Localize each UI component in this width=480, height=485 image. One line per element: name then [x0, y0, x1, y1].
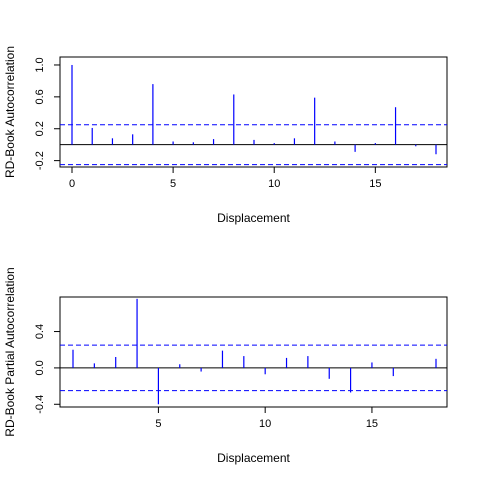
- acf-x-tick-label: 10: [268, 178, 280, 190]
- pacf-x-tick-label: 10: [259, 418, 271, 430]
- acf-y-tick-label: 0.6: [34, 89, 46, 104]
- pacf-x-axis-label: Displacement: [217, 451, 290, 465]
- acf-x-axis-label: Displacement: [217, 211, 290, 225]
- pacf-y-tick-label: 0.4: [34, 324, 46, 339]
- pacf-x-tick-label: 15: [366, 418, 378, 430]
- acf-y-tick-label: 0.2: [34, 121, 46, 136]
- pacf-y-tick-label: 0.0: [34, 360, 46, 375]
- pacf-x-tick-label: 5: [155, 418, 161, 430]
- acf-y-axis-label: RD-Book Autocorrelation: [3, 46, 17, 178]
- acf-y-tick-label: -0.2: [34, 151, 46, 170]
- pacf-y-axis-label: RD-Book Partial Autocorrelation: [3, 267, 17, 436]
- acf-x-tick-label: 15: [369, 178, 381, 190]
- acf-plot-frame: [59, 56, 448, 168]
- acf-x-tick-label: 5: [170, 178, 176, 190]
- pacf-plot-frame: [59, 296, 448, 408]
- pacf-panel: Displacement RD-Book Partial Autocorrela…: [3, 267, 448, 465]
- acf-panel: Displacement RD-Book Autocorrelation 0 5 1…: [3, 46, 448, 225]
- pacf-y-tick-label: -0.4: [34, 395, 46, 414]
- acf-y-tick-label: 1.0: [34, 57, 46, 72]
- acf-x-tick-label: 0: [69, 178, 75, 190]
